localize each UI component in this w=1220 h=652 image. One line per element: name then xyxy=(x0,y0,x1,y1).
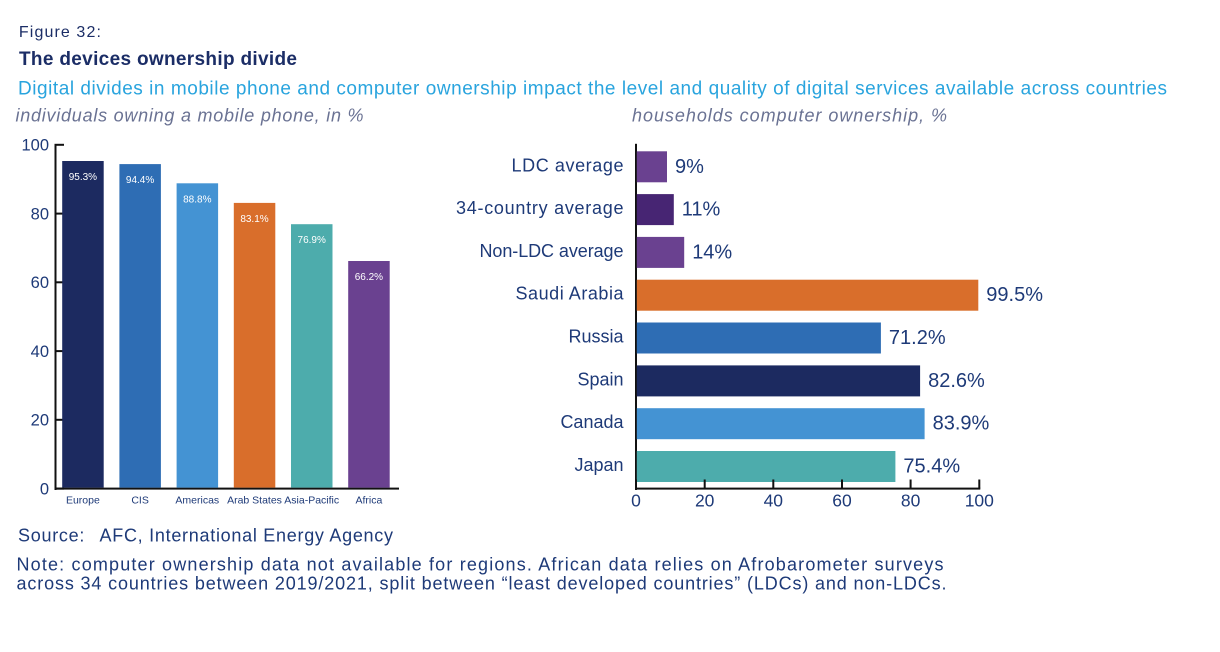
svg-text:Arab States: Arab States xyxy=(227,495,282,507)
svg-text:75.4%: 75.4% xyxy=(903,456,960,478)
svg-text:9%: 9% xyxy=(675,156,704,178)
svg-text:Source: AFC, International En: Source: AFC, International Energy Agency xyxy=(18,526,393,546)
svg-text:CIS: CIS xyxy=(131,495,149,507)
svg-text:20: 20 xyxy=(695,491,715,511)
svg-text:Japan: Japan xyxy=(574,455,623,475)
svg-text:Americas: Americas xyxy=(175,495,219,507)
svg-text:individuals owning a mobile ph: individuals owning a mobile phone, in % xyxy=(16,105,364,125)
svg-text:40: 40 xyxy=(31,343,49,361)
svg-text:83.9%: 83.9% xyxy=(933,413,990,435)
svg-text:0: 0 xyxy=(40,481,49,499)
svg-text:100: 100 xyxy=(965,491,994,511)
svg-text:94.4%: 94.4% xyxy=(126,175,154,186)
svg-text:Russia: Russia xyxy=(568,327,624,347)
svg-text:83.1%: 83.1% xyxy=(240,214,268,225)
svg-text:100: 100 xyxy=(21,137,49,155)
svg-text:Africa: Africa xyxy=(355,495,382,507)
svg-text:Europe: Europe xyxy=(66,495,100,507)
svg-text:Saudi Arabia: Saudi Arabia xyxy=(516,284,625,304)
svg-text:The devices ownership divide: The devices ownership divide xyxy=(19,49,297,70)
svg-text:Asia-Pacific: Asia-Pacific xyxy=(284,495,339,507)
svg-text:14%: 14% xyxy=(692,241,732,263)
svg-text:71.2%: 71.2% xyxy=(889,327,946,349)
svg-text:40: 40 xyxy=(764,491,784,511)
svg-text:Canada: Canada xyxy=(560,412,624,432)
svg-text:80: 80 xyxy=(31,206,49,224)
svg-text:80: 80 xyxy=(901,491,921,511)
svg-text:11%: 11% xyxy=(682,199,721,221)
svg-text:82.6%: 82.6% xyxy=(928,370,985,392)
svg-text:88.8%: 88.8% xyxy=(183,194,211,205)
svg-text:Figure 32:: Figure 32: xyxy=(19,24,101,41)
svg-text:66.2%: 66.2% xyxy=(355,272,383,283)
svg-text:60: 60 xyxy=(31,274,49,292)
svg-text:across 34 countries between 20: across 34 countries between 2019/2021, s… xyxy=(17,573,947,593)
svg-text:Digital divides in mobile phon: Digital divides in mobile phone and comp… xyxy=(18,79,1167,100)
svg-text:households computer ownership,: households computer ownership, % xyxy=(632,105,947,125)
svg-text:60: 60 xyxy=(832,491,852,511)
svg-text:76.9%: 76.9% xyxy=(298,235,326,246)
svg-text:95.3%: 95.3% xyxy=(69,172,97,183)
svg-text:20: 20 xyxy=(31,412,49,430)
svg-text:LDC average: LDC average xyxy=(512,155,624,175)
svg-text:99.5%: 99.5% xyxy=(986,284,1043,306)
svg-text:Spain: Spain xyxy=(577,369,623,389)
svg-text:0: 0 xyxy=(631,491,641,511)
svg-text:Non-LDC average: Non-LDC average xyxy=(480,241,624,261)
svg-text:Note: computer ownership data: Note: computer ownership data not availa… xyxy=(17,554,944,574)
svg-text:34-country average: 34-country average xyxy=(456,198,624,218)
